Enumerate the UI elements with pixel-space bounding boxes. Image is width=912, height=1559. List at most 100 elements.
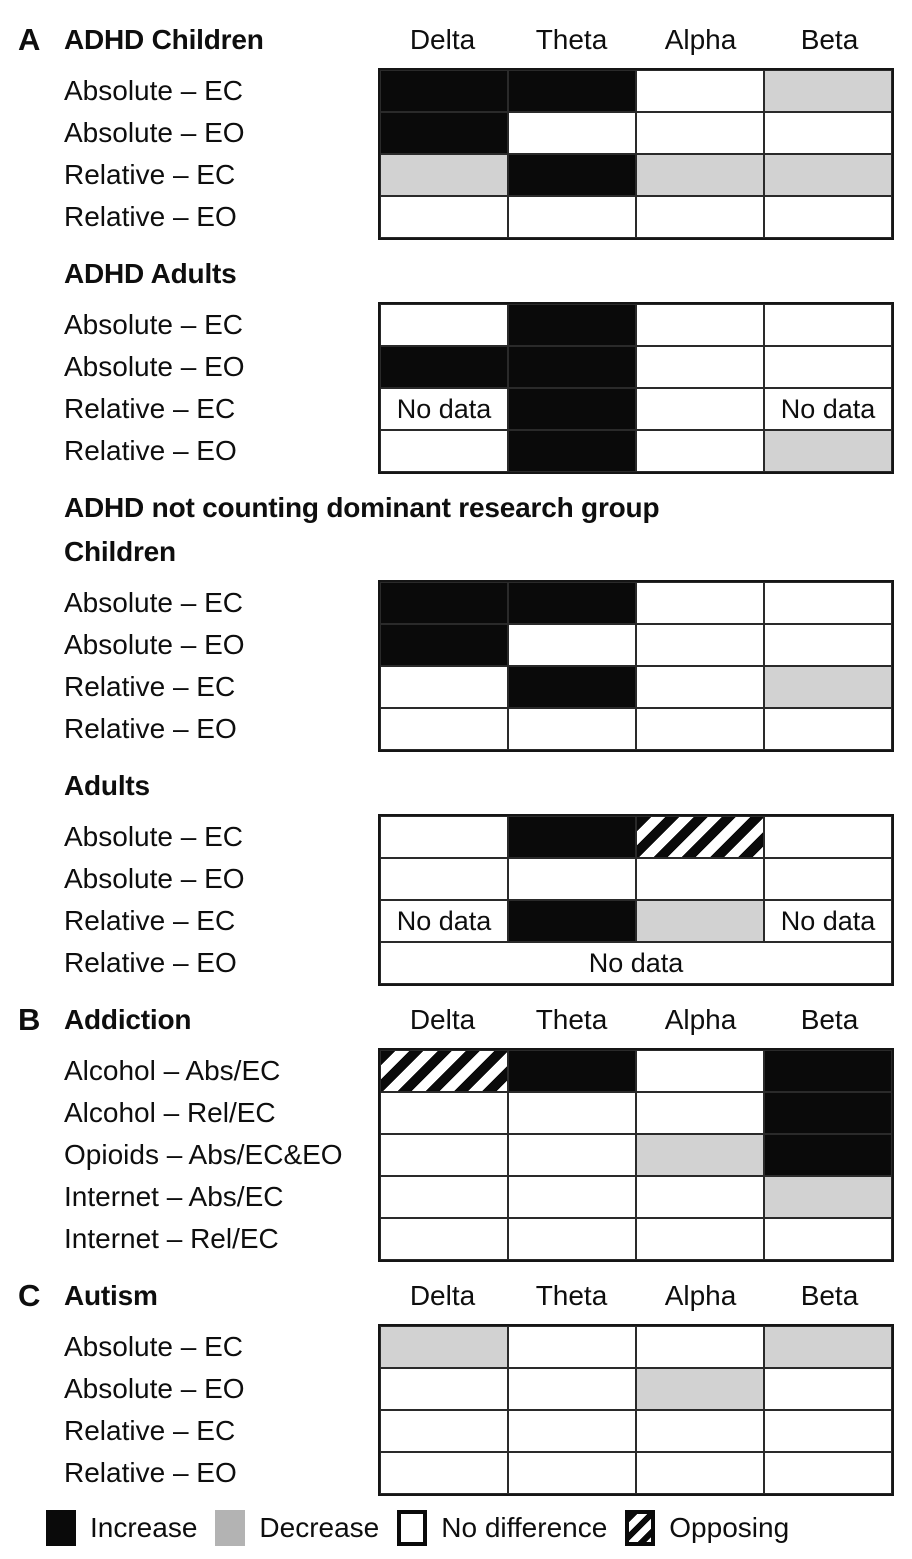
heatmap-cell-increase	[380, 582, 508, 624]
heatmap-cell-none	[764, 816, 892, 858]
column-header-delta: Delta	[409, 1004, 476, 1035]
heatmap-cell-increase	[380, 624, 508, 666]
heatmap-cell-none	[764, 1218, 892, 1260]
decrease-swatch	[215, 1510, 246, 1546]
heatmap-cell-nodata: No data	[764, 388, 892, 430]
heatmap-cell-increase	[508, 816, 636, 858]
row-label: Absolute – EO	[64, 117, 245, 148]
panel-title: ADHD Adults	[64, 258, 237, 289]
row-label: Absolute – EO	[64, 1373, 245, 1404]
heatmap-cell-none	[508, 196, 636, 238]
panel-c-autism: C Autism Delta Theta Alpha Beta Absolute – EC A…	[18, 1276, 894, 1496]
row-label: Absolute – EO	[64, 629, 245, 660]
row-labels: Absolute – EC Absolute – EO Relative – EC R…	[18, 814, 378, 984]
panel-body: Absolute – EC Absolute – EO Relative – EC R…	[18, 580, 894, 752]
heatmap-cell-none	[380, 1452, 508, 1494]
heatmap-cell-decrease	[764, 430, 892, 472]
heatmap-cell-nodata: No data	[764, 900, 892, 942]
legend-label: No difference	[441, 1512, 608, 1543]
heatmap-cell-none	[636, 1176, 764, 1218]
panel-adhd-not-counting-dominant-research-group: ADHD not counting dominant research grou…	[18, 488, 894, 528]
row-label: Relative – EC	[64, 1415, 236, 1446]
heatmap-cell-none	[636, 430, 764, 472]
column-header-beta: Beta	[800, 1280, 859, 1311]
heatmap-cell-none	[636, 304, 764, 346]
heatmap-cell-increase	[764, 1050, 892, 1092]
heatmap-cell-none	[380, 1092, 508, 1134]
heatmap-cell-decrease	[636, 1134, 764, 1176]
row-label: Absolute – EO	[64, 351, 245, 382]
panel-heading: Children	[18, 532, 894, 572]
heatmap-cell-none	[508, 1410, 636, 1452]
row-label: Alcohol – Abs/EC	[64, 1055, 281, 1086]
column-header-theta: Theta	[535, 24, 608, 55]
heatmap-cell-nodata: No data	[380, 388, 508, 430]
heatmap-cell-increase	[508, 900, 636, 942]
heatmap-cell-nodata: No data	[380, 942, 892, 984]
panel-body: Absolute – EC Absolute – EO Relative – EC R…	[18, 302, 894, 474]
row-label: Relative – EC	[64, 905, 236, 936]
heatmap-cell-none	[636, 666, 764, 708]
panel-heading: Adults	[18, 766, 894, 806]
heatmap-cell-none	[380, 666, 508, 708]
column-header-theta: Theta	[535, 1280, 608, 1311]
column-header-alpha: Alpha	[664, 1280, 737, 1311]
panel-heading: ADHD not counting dominant research grou…	[18, 488, 894, 528]
heatmap-cell-none	[508, 858, 636, 900]
heatmap-cell-none	[508, 1368, 636, 1410]
row-label: Internet – Rel/EC	[64, 1223, 279, 1254]
column-header-beta: Beta	[800, 24, 859, 55]
heatmap-cell-decrease	[764, 1326, 892, 1368]
heatmap-cell-none	[764, 346, 892, 388]
heatmap-cell-none	[380, 304, 508, 346]
heatmap-cell-none	[380, 858, 508, 900]
row-label: Opioids – Abs/EC&EO	[64, 1139, 343, 1170]
heatmap-cell-none	[380, 430, 508, 472]
heatmap-cell-none	[636, 1050, 764, 1092]
row-label: Relative – EO	[64, 201, 237, 232]
panel-heading: A ADHD Children Delta Theta Alpha Beta	[18, 20, 894, 60]
heatmap-cell-none	[380, 708, 508, 750]
heatmap-cell-none	[508, 624, 636, 666]
row-labels: Absolute – EC Absolute – EO Relative – EC R…	[18, 68, 378, 238]
row-labels: Absolute – EC Absolute – EO Relative – EC R…	[18, 580, 378, 750]
heatmap-cell-none	[508, 708, 636, 750]
heatmap-cell-none	[380, 1218, 508, 1260]
heatmap-cell-nodata: No data	[380, 900, 508, 942]
panel-heading: B Addiction Delta Theta Alpha Beta	[18, 1000, 894, 1040]
heatmap-cell-increase	[508, 388, 636, 430]
row-label: Absolute – EC	[64, 1331, 243, 1362]
legend-item-decrease: Decrease	[215, 1510, 379, 1546]
panel-adhd-adults: ADHD Adults Absolute – EC Absolute – EO Rel…	[18, 254, 894, 474]
column-headers: Delta Theta Alpha Beta	[378, 20, 894, 60]
panel-heading: C Autism Delta Theta Alpha Beta	[18, 1276, 894, 1316]
heatmap-cell-none	[636, 1218, 764, 1260]
heatmap-cell-none	[380, 1368, 508, 1410]
legend-item-increase: Increase	[46, 1510, 197, 1546]
heatmap-cell-none	[636, 858, 764, 900]
heatmap-cell-none	[508, 112, 636, 154]
legend-item-opposing: Opposing	[625, 1510, 789, 1546]
row-label: Relative – EO	[64, 947, 237, 978]
heatmap-cell-increase	[508, 430, 636, 472]
panel-b-addiction: B Addiction Delta Theta Alpha Beta Alcohol – A…	[18, 1000, 894, 1262]
increase-swatch	[46, 1510, 76, 1546]
heatmap-cell-none	[380, 1410, 508, 1452]
row-label: Relative – EO	[64, 1457, 237, 1488]
heatmap-grid	[378, 68, 894, 240]
heatmap-cell-none	[636, 1410, 764, 1452]
legend-label: Increase	[90, 1512, 198, 1543]
row-labels: Absolute – EC Absolute – EO Relative – EC R…	[18, 302, 378, 472]
heatmap-grid	[378, 580, 894, 752]
heatmap-cell-decrease	[764, 666, 892, 708]
none-swatch	[397, 1510, 428, 1546]
column-header-beta: Beta	[800, 1004, 859, 1035]
panel-title: ADHD not counting dominant research grou…	[64, 492, 660, 523]
row-label: Absolute – EO	[64, 863, 245, 894]
heatmap-cell-none	[508, 1218, 636, 1260]
panel-body: Absolute – EC Absolute – EO Relative – EC R…	[18, 68, 894, 240]
heatmap-cell-none	[636, 346, 764, 388]
heatmap-cell-none	[636, 1452, 764, 1494]
heatmap-cell-none	[636, 196, 764, 238]
panel-letter: B	[18, 1002, 42, 1037]
